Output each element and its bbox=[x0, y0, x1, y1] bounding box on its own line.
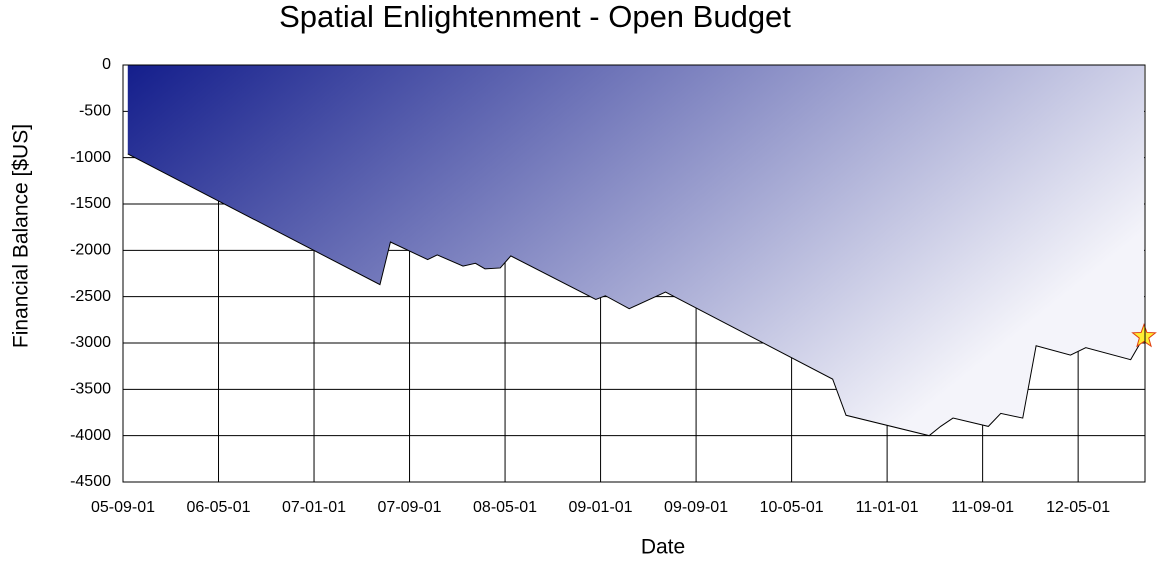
x-tick-label: 11-01-01 bbox=[856, 499, 919, 516]
x-tick-label: 07-01-01 bbox=[282, 499, 346, 516]
x-tick-label: 09-09-01 bbox=[664, 499, 728, 516]
y-tick-label: -3000 bbox=[70, 334, 111, 351]
x-tick-label: 09-01-01 bbox=[569, 499, 633, 516]
x-axis-label: Date bbox=[641, 536, 685, 559]
x-tick-label: 10-05-01 bbox=[760, 499, 824, 516]
chart-title: Spatial Enlightenment - Open Budget bbox=[279, 0, 791, 34]
x-tick-label: 05-09-01 bbox=[91, 499, 155, 516]
y-tick-label: -1500 bbox=[70, 195, 111, 212]
balance-line bbox=[127, 153, 1145, 437]
x-tick-label: 06-05-01 bbox=[186, 499, 250, 516]
x-tick-label: 11-09-01 bbox=[951, 499, 1014, 516]
plot-frame bbox=[122, 64, 1146, 483]
y-tick-label: -4000 bbox=[70, 427, 111, 444]
y-tick-label: 0 bbox=[102, 56, 111, 73]
y-tick-label: -500 bbox=[79, 103, 111, 120]
x-tick-label: 12-05-01 bbox=[1046, 499, 1110, 516]
y-axis-label: Financial Balance [$US] bbox=[10, 124, 33, 348]
x-tick-label: 08-05-01 bbox=[473, 499, 537, 516]
y-tick-label: -1000 bbox=[70, 149, 111, 166]
last-point-marker bbox=[1131, 323, 1157, 348]
y-tick-label: -3500 bbox=[70, 381, 111, 398]
area bbox=[127, 65, 1145, 436]
y-tick-label: -2000 bbox=[70, 242, 111, 259]
x-tick-label: 07-09-01 bbox=[378, 499, 442, 516]
y-tick-label: -2500 bbox=[70, 288, 111, 305]
y-tick-label: -4500 bbox=[70, 473, 111, 490]
